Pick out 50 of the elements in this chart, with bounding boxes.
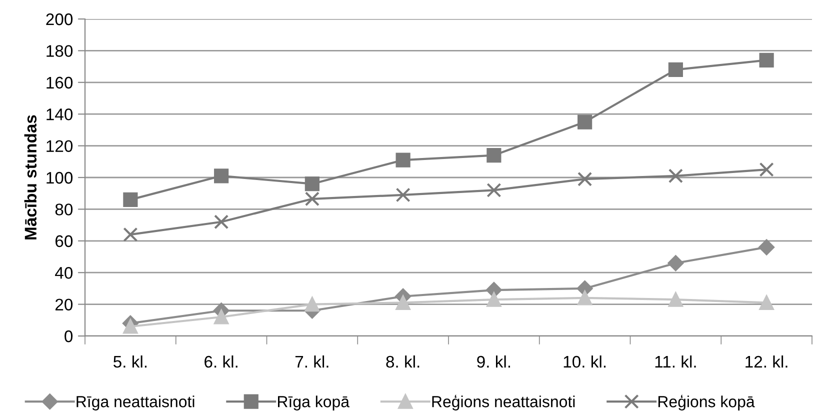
y-tick-label: 20 xyxy=(55,298,73,311)
point xyxy=(396,188,410,202)
point xyxy=(578,172,592,186)
point xyxy=(214,168,229,184)
x-tick-label: 5. kl. xyxy=(114,355,147,368)
point xyxy=(668,255,684,272)
x-tick-label: 10. kl. xyxy=(564,355,606,368)
point xyxy=(759,295,774,310)
point xyxy=(396,295,410,310)
point xyxy=(578,290,592,306)
legend-label: Reģions kopā xyxy=(658,394,755,410)
y-tick-label: 180 xyxy=(46,45,73,57)
point xyxy=(123,227,138,242)
x-tick-label: 6. kl. xyxy=(204,355,238,368)
point xyxy=(123,192,138,207)
x-tick-label: 11. kl. xyxy=(655,355,696,368)
legend-label: Reģions neattaisnoti xyxy=(432,394,575,410)
point xyxy=(304,176,320,192)
point xyxy=(486,292,502,307)
point xyxy=(486,148,502,163)
y-tick-label: 60 xyxy=(56,235,73,248)
y-axis-title: Mācību stundas xyxy=(24,115,37,240)
point xyxy=(304,192,320,206)
legend-label: Rīga neattaisnoti xyxy=(76,396,194,410)
x-tick-label: 9. kl. xyxy=(477,355,510,368)
legend-label: Rīga kopā xyxy=(278,396,350,410)
y-tick-label: 120 xyxy=(46,140,73,152)
y-tick-label: 200 xyxy=(46,13,73,26)
point xyxy=(214,310,229,324)
point xyxy=(668,292,683,307)
y-tick-label: 40 xyxy=(55,267,73,279)
y-tick-label: 0 xyxy=(64,330,73,342)
x-tick-label: 8. kl. xyxy=(386,355,420,368)
point xyxy=(759,52,774,68)
point xyxy=(668,168,683,184)
x-tick-label: 7. kl. xyxy=(295,355,328,368)
y-tick-label: 100 xyxy=(46,172,73,184)
point xyxy=(486,182,502,198)
point xyxy=(304,297,320,312)
point xyxy=(396,152,410,168)
y-tick-label: 80 xyxy=(55,204,73,216)
y-tick-label: 140 xyxy=(46,108,73,120)
point xyxy=(759,162,774,177)
point xyxy=(123,319,138,334)
point xyxy=(578,114,592,130)
x-tick-label: 12. kl. xyxy=(746,355,788,368)
point xyxy=(758,239,774,256)
point xyxy=(214,214,229,230)
y-tick-label: 160 xyxy=(46,76,73,89)
point xyxy=(668,62,683,78)
